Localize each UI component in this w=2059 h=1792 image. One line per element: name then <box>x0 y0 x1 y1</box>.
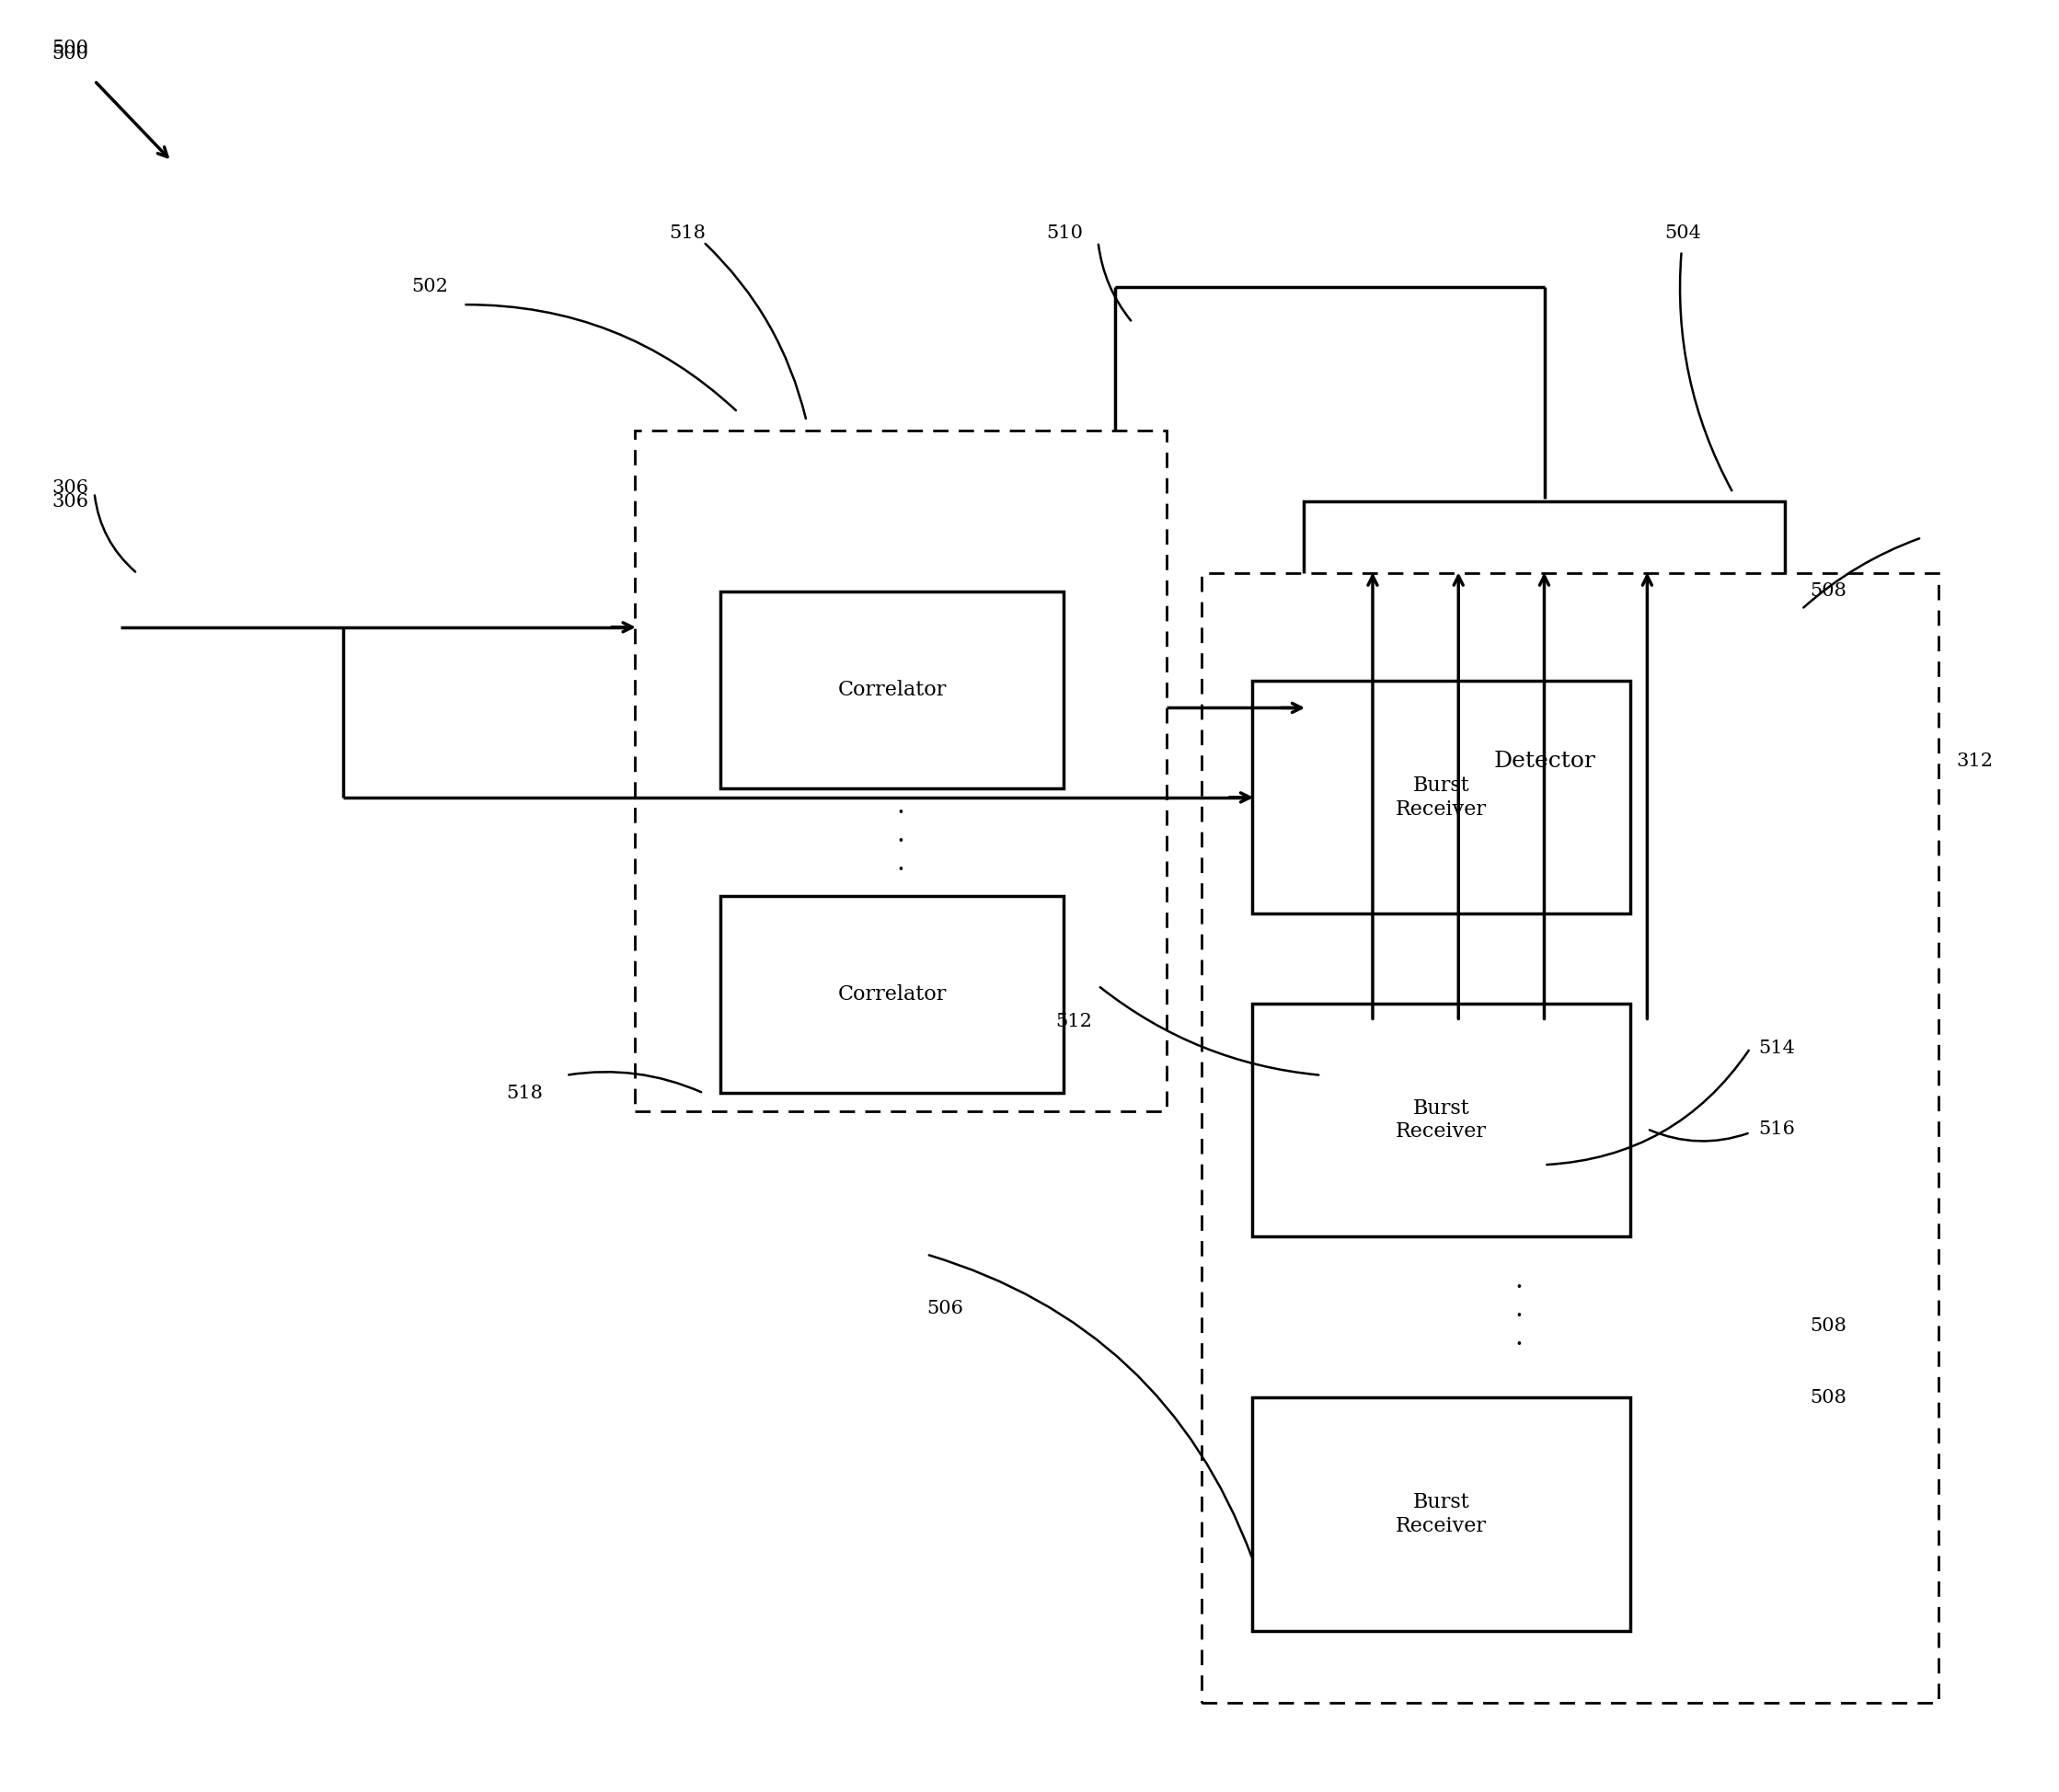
Text: 500: 500 <box>51 45 89 63</box>
Bar <box>1200 573 1940 1702</box>
Text: 514: 514 <box>1758 1039 1795 1057</box>
Text: Detector: Detector <box>1493 751 1596 772</box>
Text: Correlator: Correlator <box>838 984 947 1005</box>
Text: 500: 500 <box>51 39 89 57</box>
Text: 502: 502 <box>412 278 449 296</box>
Text: 518: 518 <box>507 1084 544 1102</box>
Text: Burst
Receiver: Burst Receiver <box>1396 1493 1487 1536</box>
Text: 510: 510 <box>1046 224 1083 242</box>
Text: ·
·
·: · · · <box>1515 1276 1522 1358</box>
Bar <box>1252 1004 1631 1236</box>
Bar <box>721 896 1065 1093</box>
Bar <box>1252 1398 1631 1631</box>
Text: 306: 306 <box>51 493 89 511</box>
Text: 306: 306 <box>51 478 89 496</box>
Text: 518: 518 <box>669 224 706 242</box>
Bar <box>634 430 1167 1111</box>
Text: 508: 508 <box>1810 1389 1847 1407</box>
Text: Burst
Receiver: Burst Receiver <box>1396 776 1487 819</box>
Text: 312: 312 <box>1956 753 1993 771</box>
Text: ·
·
·: · · · <box>898 801 904 883</box>
Text: Correlator: Correlator <box>838 679 947 701</box>
Text: 512: 512 <box>1056 1012 1091 1030</box>
Text: 508: 508 <box>1810 1317 1847 1335</box>
Bar <box>721 591 1065 788</box>
Bar <box>1252 681 1631 914</box>
Text: 508: 508 <box>1810 582 1847 600</box>
Text: 516: 516 <box>1758 1120 1795 1138</box>
Text: 504: 504 <box>1664 224 1701 242</box>
Text: 506: 506 <box>927 1299 964 1317</box>
Text: Burst
Receiver: Burst Receiver <box>1396 1098 1487 1142</box>
Bar <box>1303 502 1785 1021</box>
